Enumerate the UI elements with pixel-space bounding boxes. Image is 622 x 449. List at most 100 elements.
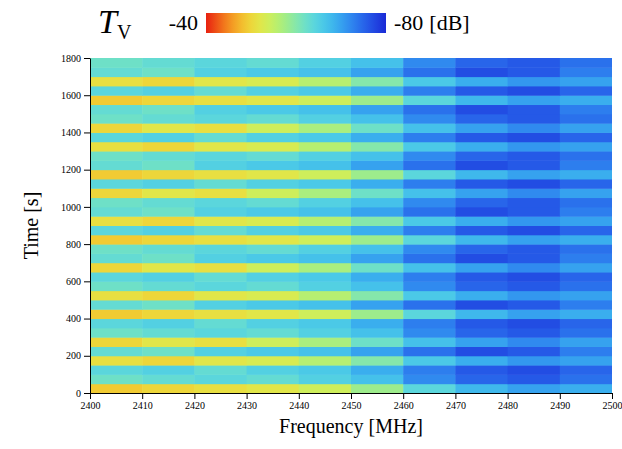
heatmap-cell <box>403 226 456 236</box>
heatmap-cell <box>247 151 300 161</box>
heatmap-cell <box>90 95 143 105</box>
heatmap-cell <box>508 216 561 226</box>
heatmap-cell <box>142 170 195 180</box>
heatmap-cell <box>90 328 143 338</box>
heatmap-cell <box>403 235 456 245</box>
heatmap-cell <box>455 244 508 254</box>
heatmap-cell <box>508 86 561 96</box>
heatmap-cell <box>194 188 247 198</box>
heatmap-cell <box>508 170 561 180</box>
heatmap-cell <box>247 142 300 152</box>
heatmap-cell <box>247 356 300 366</box>
heatmap-cell <box>194 291 247 301</box>
heatmap-cell <box>194 328 247 338</box>
heatmap-cell <box>560 235 612 245</box>
tick: 2410 <box>133 393 153 411</box>
heatmap-cell <box>560 356 612 366</box>
heatmap-cell <box>299 328 352 338</box>
tick-mark <box>84 132 90 133</box>
heatmap-cell <box>560 86 612 96</box>
heatmap-cell <box>247 337 300 347</box>
heatmap-cell <box>351 179 404 189</box>
heatmap-cell <box>194 365 247 375</box>
tick-mark <box>84 207 90 208</box>
heatmap-cell <box>247 77 300 87</box>
heatmap-cell <box>299 337 352 347</box>
heatmap-cell <box>560 114 612 124</box>
heatmap-cell <box>90 384 143 393</box>
heatmap-cell <box>142 114 195 124</box>
heatmap-cell <box>194 226 247 236</box>
heatmap-cell <box>403 77 456 87</box>
heatmap-cell <box>90 235 143 245</box>
heatmap-cell <box>455 67 508 77</box>
heatmap-cell <box>299 207 352 217</box>
heatmap-cell <box>403 95 456 105</box>
heatmap-cell <box>508 337 561 347</box>
heatmap-cell <box>455 253 508 263</box>
heatmap-cell <box>90 151 143 161</box>
heatmap-cell <box>560 365 612 375</box>
heatmap-cell <box>142 281 195 291</box>
heatmap-cell <box>351 58 404 68</box>
heatmap-cell <box>142 244 195 254</box>
tick: 1400 <box>61 127 90 138</box>
heatmap-cell <box>299 244 352 254</box>
tick-label: 1000 <box>61 202 81 213</box>
heatmap-cell <box>455 263 508 273</box>
heatmap-cell <box>455 188 508 198</box>
heatmap-cell <box>194 114 247 124</box>
heatmap-cell <box>560 123 612 133</box>
heatmap-cell <box>351 263 404 273</box>
tick-mark <box>90 393 91 399</box>
heatmap-cell <box>194 67 247 77</box>
heatmap-cell <box>508 253 561 263</box>
heatmap-cell <box>508 188 561 198</box>
heatmap-cell <box>142 188 195 198</box>
heatmap-cell <box>455 235 508 245</box>
heatmap-cell <box>351 346 404 356</box>
heatmap-cell <box>455 123 508 133</box>
heatmap-cell <box>299 132 352 142</box>
heatmap-cell <box>90 263 143 273</box>
heatmap-cell <box>560 58 612 68</box>
heatmap-cell <box>142 291 195 301</box>
heatmap-cell <box>403 281 456 291</box>
tick-mark <box>142 393 143 399</box>
heatmap-cell <box>455 198 508 208</box>
heatmap-cell <box>560 384 612 393</box>
tick: 2460 <box>394 393 414 411</box>
heatmap-cell <box>90 77 143 87</box>
heatmap-cell <box>455 356 508 366</box>
tick-mark <box>247 393 248 399</box>
heatmap-cell <box>194 235 247 245</box>
heatmap-cell <box>142 151 195 161</box>
heatmap-cell <box>142 67 195 77</box>
heatmap-cell <box>299 226 352 236</box>
heatmap-cell <box>142 300 195 310</box>
heatmap-cell <box>560 160 612 170</box>
heatmap-cell <box>403 58 456 68</box>
heatmap-cell <box>247 216 300 226</box>
tick: 2400 <box>81 393 101 411</box>
heatmap-cell <box>560 337 612 347</box>
heatmap-cell <box>508 281 561 291</box>
heatmap-cell <box>403 309 456 319</box>
heatmap-cell <box>455 160 508 170</box>
heatmap-cell <box>351 309 404 319</box>
heatmap-cell <box>351 123 404 133</box>
heatmap-cell <box>508 235 561 245</box>
heatmap-cell <box>90 309 143 319</box>
heatmap-cell <box>299 281 352 291</box>
heatmap-cell <box>455 319 508 329</box>
heatmap-cell <box>247 226 300 236</box>
tick-label: 2470 <box>446 400 466 411</box>
heatmap-cell <box>403 105 456 115</box>
heatmap-cell <box>560 179 612 189</box>
heatmap-cell <box>560 291 612 301</box>
tick-mark <box>84 281 90 282</box>
heatmap-cell <box>299 114 352 124</box>
colorbar-label: [dB] <box>429 10 469 35</box>
heatmap-cell <box>194 309 247 319</box>
tick: 1200 <box>61 164 90 175</box>
